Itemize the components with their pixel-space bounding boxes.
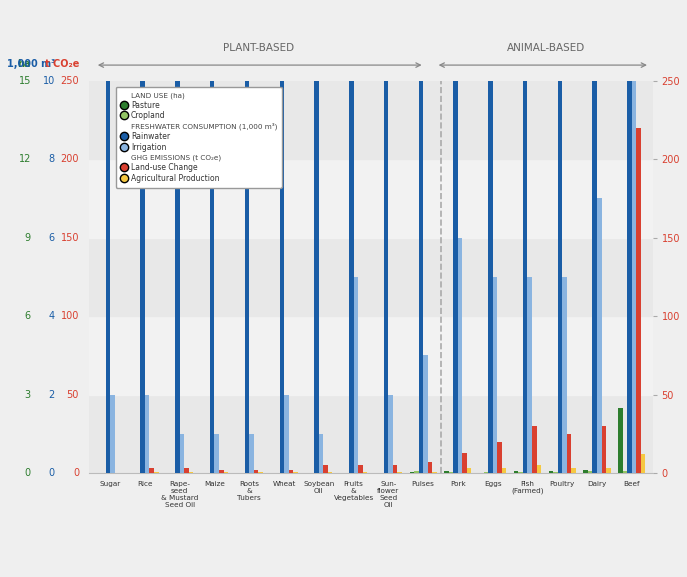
- Bar: [523, 0, 528, 473]
- Text: 10: 10: [43, 76, 55, 86]
- Bar: [280, 0, 284, 473]
- Bar: [145, 395, 150, 473]
- Bar: [622, 470, 627, 473]
- Text: 0: 0: [49, 468, 55, 478]
- Bar: [328, 471, 333, 473]
- Bar: [363, 471, 367, 473]
- Bar: [602, 426, 606, 473]
- Text: 4: 4: [49, 311, 55, 321]
- Bar: [592, 0, 597, 473]
- Bar: [467, 469, 471, 473]
- Bar: [184, 469, 189, 473]
- Text: t CO₂e: t CO₂e: [45, 59, 79, 69]
- Bar: [502, 469, 506, 473]
- Bar: [210, 81, 214, 473]
- Bar: [358, 465, 363, 473]
- Bar: [458, 238, 462, 473]
- Bar: [289, 470, 293, 473]
- Bar: [549, 471, 553, 473]
- Text: 3: 3: [25, 389, 31, 400]
- Bar: [558, 0, 562, 473]
- Bar: [254, 470, 258, 473]
- Bar: [409, 472, 414, 473]
- Bar: [324, 465, 328, 473]
- Bar: [180, 434, 184, 473]
- Bar: [175, 2, 180, 473]
- Bar: [514, 471, 519, 473]
- Text: 100: 100: [60, 311, 79, 321]
- Bar: [583, 470, 588, 473]
- Bar: [245, 0, 249, 473]
- Bar: [572, 469, 576, 473]
- Bar: [140, 0, 145, 473]
- Bar: [632, 2, 636, 473]
- Bar: [214, 434, 219, 473]
- Bar: [444, 471, 449, 473]
- Bar: [493, 277, 497, 473]
- Text: 50: 50: [67, 389, 79, 400]
- Bar: [428, 462, 432, 473]
- Bar: [597, 198, 602, 473]
- Text: ANIMAL-BASED: ANIMAL-BASED: [506, 43, 585, 53]
- Text: 6: 6: [25, 311, 31, 321]
- Text: 8: 8: [49, 154, 55, 164]
- Text: 15: 15: [19, 76, 31, 86]
- Text: 150: 150: [60, 233, 79, 243]
- Text: ha: ha: [17, 59, 31, 69]
- Bar: [423, 355, 428, 473]
- Bar: [414, 471, 418, 473]
- Text: PLANT-BASED: PLANT-BASED: [223, 43, 294, 53]
- Bar: [219, 470, 223, 473]
- Bar: [519, 471, 523, 473]
- Bar: [606, 469, 611, 473]
- Bar: [453, 0, 458, 473]
- Legend: LAND USE (ha), Pasture, Cropland, FRESHWATER CONSUMPTION (1,000 m³), Rainwater, : LAND USE (ha), Pasture, Cropland, FRESHW…: [115, 87, 282, 188]
- Text: 0: 0: [25, 468, 31, 478]
- Bar: [537, 465, 541, 473]
- Bar: [532, 426, 537, 473]
- Bar: [89, 81, 653, 159]
- Bar: [384, 0, 388, 473]
- Bar: [106, 0, 110, 473]
- Bar: [528, 277, 532, 473]
- Bar: [627, 0, 632, 473]
- Bar: [110, 395, 115, 473]
- Bar: [284, 395, 289, 473]
- Bar: [641, 454, 645, 473]
- Bar: [89, 395, 653, 473]
- Bar: [388, 395, 393, 473]
- Bar: [636, 128, 641, 473]
- Bar: [319, 434, 324, 473]
- Bar: [588, 471, 592, 473]
- Bar: [497, 442, 502, 473]
- Bar: [484, 472, 488, 473]
- Bar: [89, 316, 653, 395]
- Bar: [354, 277, 358, 473]
- Text: 2: 2: [49, 389, 55, 400]
- Text: 12: 12: [19, 154, 31, 164]
- Bar: [89, 159, 653, 238]
- Bar: [89, 238, 653, 316]
- Bar: [488, 0, 493, 473]
- Bar: [462, 453, 467, 473]
- Bar: [553, 471, 558, 473]
- Bar: [618, 408, 622, 473]
- Text: 250: 250: [60, 76, 79, 86]
- Bar: [349, 0, 354, 473]
- Bar: [314, 0, 319, 473]
- Bar: [150, 469, 154, 473]
- Bar: [249, 434, 254, 473]
- Text: 1,000 m³: 1,000 m³: [7, 59, 55, 69]
- Text: 0: 0: [73, 468, 79, 478]
- Bar: [562, 277, 567, 473]
- Bar: [567, 434, 572, 473]
- Bar: [432, 471, 437, 473]
- Text: 6: 6: [49, 233, 55, 243]
- Bar: [418, 0, 423, 473]
- Bar: [393, 465, 397, 473]
- Text: 9: 9: [25, 233, 31, 243]
- Text: 200: 200: [60, 154, 79, 164]
